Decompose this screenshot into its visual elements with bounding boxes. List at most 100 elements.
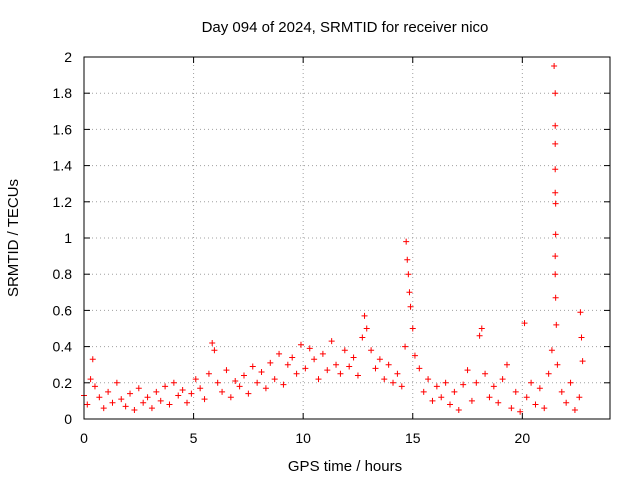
data-point	[135, 385, 142, 392]
data-point	[249, 363, 256, 370]
data-point	[306, 345, 313, 352]
y-axis-label: SRMTID / TECUs	[5, 179, 22, 297]
data-point	[140, 399, 147, 406]
data-point	[350, 354, 357, 361]
y-tick-label: 0.8	[53, 266, 73, 282]
data-point	[508, 405, 515, 412]
y-tick-label: 2	[64, 49, 72, 65]
data-point	[157, 397, 164, 404]
data-point	[284, 361, 291, 368]
data-point	[473, 379, 480, 386]
data-point	[262, 385, 269, 392]
data-point	[205, 370, 212, 377]
data-point	[567, 379, 574, 386]
data-point	[271, 376, 278, 383]
data-point	[280, 381, 287, 388]
data-point	[381, 376, 388, 383]
data-point	[131, 406, 138, 413]
data-point	[552, 231, 559, 238]
data-point	[521, 320, 528, 327]
data-point	[552, 140, 559, 147]
data-point	[267, 359, 274, 366]
data-point	[192, 376, 199, 383]
chart-title: Day 094 of 2024, SRMTID for receiver nic…	[202, 19, 489, 36]
y-tick-label: 1.2	[53, 194, 73, 210]
data-point	[188, 390, 195, 397]
data-point	[240, 372, 247, 379]
data-point	[464, 367, 471, 374]
data-point	[486, 394, 493, 401]
data-point	[211, 347, 218, 354]
data-point	[571, 406, 578, 413]
data-point	[184, 399, 191, 406]
data-point	[289, 354, 296, 361]
data-point	[96, 394, 103, 401]
data-point	[84, 401, 91, 408]
data-point	[552, 200, 559, 207]
data-point	[337, 370, 344, 377]
y-tick-label: 1.6	[53, 121, 73, 137]
data-point	[394, 370, 401, 377]
data-point	[512, 388, 519, 395]
data-point	[579, 358, 586, 365]
data-point	[416, 365, 423, 372]
data-point	[503, 361, 510, 368]
data-point	[407, 303, 414, 310]
data-point	[376, 356, 383, 363]
data-point	[451, 388, 458, 395]
data-point	[227, 394, 234, 401]
data-point	[552, 122, 559, 129]
data-point	[91, 383, 98, 390]
data-point	[404, 256, 411, 263]
data-point	[232, 377, 239, 384]
data-point	[398, 383, 405, 390]
data-point	[409, 325, 416, 332]
data-point	[328, 338, 335, 345]
data-point	[385, 361, 392, 368]
data-point	[433, 383, 440, 390]
data-point	[245, 390, 252, 397]
data-point	[219, 388, 226, 395]
data-point	[359, 334, 366, 341]
data-point	[113, 379, 120, 386]
data-point	[166, 401, 173, 408]
data-point	[406, 289, 413, 296]
data-point	[127, 390, 134, 397]
data-point	[558, 388, 565, 395]
data-point	[105, 388, 112, 395]
data-point	[532, 401, 539, 408]
data-point	[148, 405, 155, 412]
data-point	[170, 379, 177, 386]
y-tick-label: 0	[64, 411, 72, 427]
data-point	[552, 90, 559, 97]
y-tick-label: 1.4	[53, 158, 73, 174]
data-point	[354, 372, 361, 379]
grid	[84, 57, 610, 419]
data-point	[346, 363, 353, 370]
data-point	[402, 343, 409, 350]
data-point	[209, 339, 216, 346]
data-point	[87, 376, 94, 383]
data-point	[548, 347, 555, 354]
data-point	[197, 385, 204, 392]
data-point	[482, 370, 489, 377]
data-point	[429, 397, 436, 404]
data-point	[403, 238, 410, 245]
data-point	[577, 309, 584, 316]
data-points	[81, 63, 586, 415]
data-point	[523, 394, 530, 401]
data-point	[100, 405, 107, 412]
data-point	[236, 383, 243, 390]
data-point	[554, 361, 561, 368]
data-point	[89, 356, 96, 363]
data-point	[276, 350, 283, 357]
data-point	[476, 332, 483, 339]
data-point	[528, 379, 535, 386]
x-axis-label: GPS time / hours	[288, 458, 402, 475]
data-point	[361, 312, 368, 319]
data-point	[341, 347, 348, 354]
data-point	[144, 394, 151, 401]
data-point	[223, 367, 230, 374]
data-point	[153, 388, 160, 395]
